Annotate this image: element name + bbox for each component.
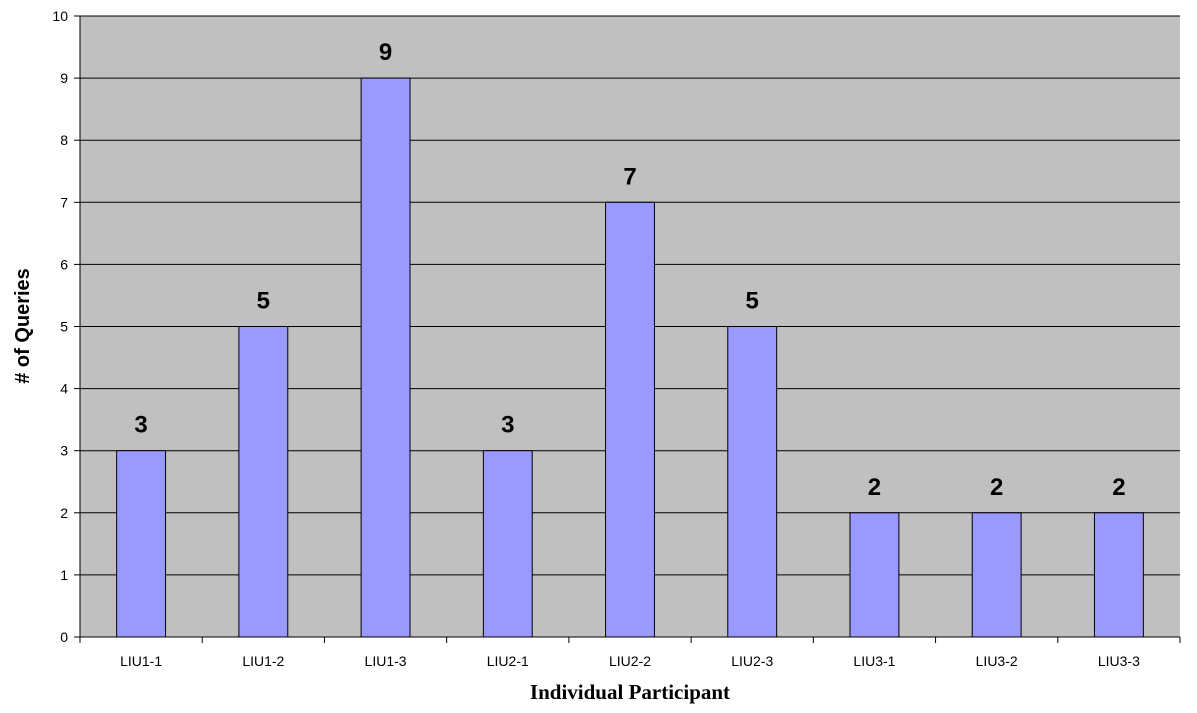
data-label: 3 [134, 412, 147, 439]
y-tick-labels: 0 1 2 3 4 5 6 7 8 9 10 [52, 8, 80, 645]
y-tick-label: 3 [60, 443, 68, 459]
bar-liu1-1 [116, 450, 167, 638]
data-label: 5 [257, 288, 270, 315]
data-label: 9 [379, 39, 392, 66]
x-tick-labels: LIU1-1 LIU1-2 LIU1-3 LIU2-1 LIU2-2 LIU2-3 LIU3… [79, 637, 1181, 669]
bar-liu1-2 [238, 326, 289, 638]
y-tick-label: 5 [60, 319, 68, 335]
bar-liu1-3 [360, 77, 411, 638]
y-tick-label: 6 [60, 256, 68, 272]
bars [116, 77, 1144, 638]
y-tick-label: 8 [60, 132, 68, 148]
bar-liu3-2 [971, 512, 1022, 638]
bar-liu3-1 [849, 512, 900, 638]
bar-liu2-1 [482, 450, 533, 638]
y-tick-label: 9 [60, 70, 68, 86]
data-labels: 3 5 9 3 7 5 2 2 2 [134, 39, 1125, 501]
data-label: 3 [501, 412, 514, 439]
y-axis-title: # of Queries [12, 268, 34, 384]
x-tick-label: LIU1-3 [365, 653, 407, 669]
bar-liu2-3 [727, 326, 778, 638]
y-tick-label: 7 [60, 194, 68, 210]
data-label: 7 [623, 163, 636, 190]
x-tick-label: LIU1-1 [120, 653, 162, 669]
y-tick-label: 1 [60, 567, 68, 583]
data-label: 2 [1112, 474, 1125, 501]
bar-liu3-3 [1093, 512, 1144, 638]
y-tick-label: 10 [52, 8, 68, 24]
y-tick-label: 2 [60, 505, 68, 521]
bar-liu2-2 [605, 201, 655, 638]
x-tick-label: LIU2-3 [731, 653, 773, 669]
x-tick-label: LIU1-2 [242, 653, 284, 669]
x-tick-label: LIU3-2 [976, 653, 1018, 669]
x-tick-label: LIU3-3 [1098, 653, 1140, 669]
x-tick-label: LIU3-1 [853, 653, 895, 669]
y-tick-label: 0 [60, 629, 68, 645]
data-label: 5 [746, 288, 759, 315]
x-axis-title: Individual Participant [530, 680, 730, 704]
y-tick-label: 4 [60, 381, 68, 397]
x-tick-label: LIU2-2 [609, 653, 651, 669]
data-label: 2 [990, 474, 1003, 501]
x-tick-label: LIU2-1 [487, 653, 529, 669]
data-label: 2 [868, 474, 881, 501]
